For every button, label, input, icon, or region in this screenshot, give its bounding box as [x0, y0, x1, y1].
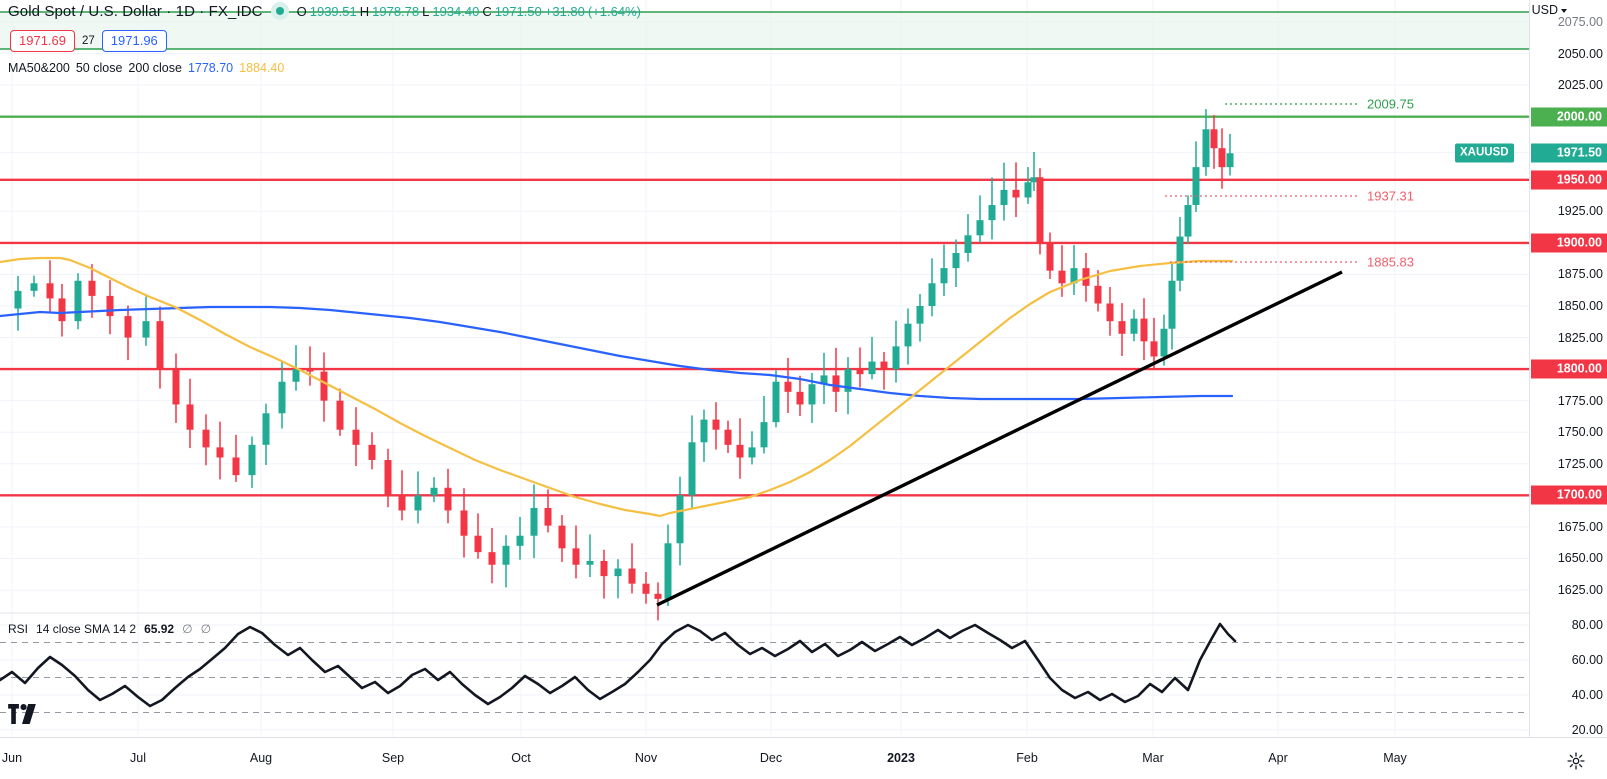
price-tick-label: 1775.00 — [1557, 393, 1603, 408]
rsi-tick-label: 40.00 — [1571, 687, 1603, 702]
high-value: 1978.78 — [372, 3, 420, 19]
time-tick-label: 2023 — [887, 751, 915, 765]
price-level-annotation: 1937.31 — [1367, 188, 1414, 204]
price-tick-label: 1925.00 — [1557, 204, 1603, 219]
price-level-badge: 1950.00 — [1531, 170, 1607, 190]
price-tick-label: 1650.00 — [1557, 551, 1603, 566]
band-count: 27 — [82, 35, 95, 47]
time-tick-label: Apr — [1268, 751, 1288, 765]
time-tick-label: Feb — [1016, 751, 1038, 765]
trendline — [656, 270, 1343, 607]
rsi-legend-name: RSI — [8, 622, 29, 636]
ma-legend-param-50: 50 close — [75, 61, 123, 75]
low-value: 1934.40 — [432, 3, 480, 19]
price-tick-label: 1825.00 — [1557, 330, 1603, 345]
rsi-legend-params: 14 close SMA 14 2 — [36, 622, 137, 636]
price-level-badge: 1800.00 — [1531, 359, 1607, 379]
currency-selector[interactable]: USD — [1532, 3, 1567, 17]
time-tick-label: Jul — [130, 751, 146, 765]
live-dot-icon — [270, 2, 289, 20]
open-key: O — [296, 3, 307, 19]
ohlc-values: O 1939.51 H 1978.78 L 1934.40 C 1971.50 +31.… — [297, 4, 641, 19]
price-tick-label: 2075.00 — [1557, 14, 1603, 29]
price-tick-label: 2050.00 — [1557, 46, 1603, 61]
price-tick-label: 1850.00 — [1557, 298, 1603, 313]
ma-indicator-legend[interactable]: MA50&200 50 close 200 close 1778.70 1884… — [8, 61, 284, 75]
symbol-ticker-badge: XAUUSD — [1455, 143, 1514, 163]
price-tick-label: 1675.00 — [1557, 519, 1603, 534]
moving-average-line — [0, 256, 1234, 518]
rsi-tick-label: 80.00 — [1571, 617, 1603, 632]
ma50-value: 1778.70 — [187, 61, 234, 75]
chart-canvas — [0, 0, 1529, 737]
time-axis[interactable]: Jun Jul Aug Sep Oct Nov Dec 2023 Feb Mar Apr May — [0, 737, 1607, 779]
ma200-value: 1884.40 — [239, 61, 285, 75]
rsi-tick-label: 60.00 — [1571, 652, 1603, 667]
band-legend[interactable]: 1971.69 27 1971.96 — [10, 30, 167, 52]
close-value: 1971.50 — [494, 3, 542, 19]
rsi-indicator-legend[interactable]: RSI 14 close SMA 14 2 65.92 ∅ ∅ — [8, 622, 211, 636]
price-level-annotation: 2009.75 — [1367, 96, 1414, 112]
time-tick-label: Oct — [511, 751, 531, 765]
price-level-badge: 1900.00 — [1531, 233, 1607, 253]
time-tick-label: Aug — [249, 751, 273, 765]
moving-average-line — [0, 305, 1234, 401]
price-axis[interactable]: 2075.00 2050.00 2025.00 2000.00 1971.50 1950.… — [1529, 0, 1607, 737]
open-value: 1939.51 — [309, 3, 357, 19]
price-tick-label: 1875.00 — [1557, 267, 1603, 282]
price-tick-label: 1750.00 — [1557, 424, 1603, 439]
chart-plot-area[interactable] — [0, 0, 1529, 737]
tradingview-logo-icon[interactable] — [8, 704, 36, 729]
price-level-annotation: 1885.83 — [1367, 254, 1414, 270]
current-price-badge: 1971.50 — [1531, 143, 1607, 163]
upper-band-pill[interactable]: 1971.96 — [101, 30, 167, 52]
time-tick-label: May — [1383, 751, 1407, 765]
price-level-badge: 2000.00 — [1531, 107, 1607, 127]
price-tick-label: 1725.00 — [1557, 456, 1603, 471]
change-percent: (+1.64%) — [587, 3, 641, 19]
time-tick-label: Nov — [634, 751, 658, 765]
change-value: +31.80 — [544, 3, 585, 19]
currency-label: USD — [1531, 3, 1558, 17]
time-tick-label: Jun — [1, 751, 23, 765]
time-tick-label: Sep — [381, 751, 405, 765]
ma-legend-param-200: 200 close — [128, 61, 182, 75]
rsi-line — [0, 622, 1237, 708]
rsi-null-2: ∅ — [200, 622, 212, 636]
rsi-tick-label: 20.00 — [1571, 722, 1603, 737]
chart-settings-gear-icon[interactable] — [1566, 751, 1586, 771]
price-tick-label: 2025.00 — [1557, 77, 1603, 92]
high-key: H — [359, 3, 370, 19]
time-tick-label: Mar — [1142, 751, 1164, 765]
price-level-badge: 1700.00 — [1531, 485, 1607, 505]
symbol-title[interactable]: Gold Spot / U.S. Dollar · 1D · FX_IDC — [8, 2, 263, 20]
close-key: C — [482, 3, 492, 19]
rsi-value: 65.92 — [144, 622, 175, 636]
price-tick-label: 1625.00 — [1557, 582, 1603, 597]
time-tick-label: Dec — [759, 751, 783, 765]
ma-legend-name: MA50&200 — [8, 61, 70, 75]
rsi-null-1: ∅ — [182, 622, 193, 636]
low-key: L — [422, 3, 430, 19]
lower-band-pill[interactable]: 1971.69 — [10, 30, 75, 52]
chevron-down-icon — [1561, 9, 1567, 13]
